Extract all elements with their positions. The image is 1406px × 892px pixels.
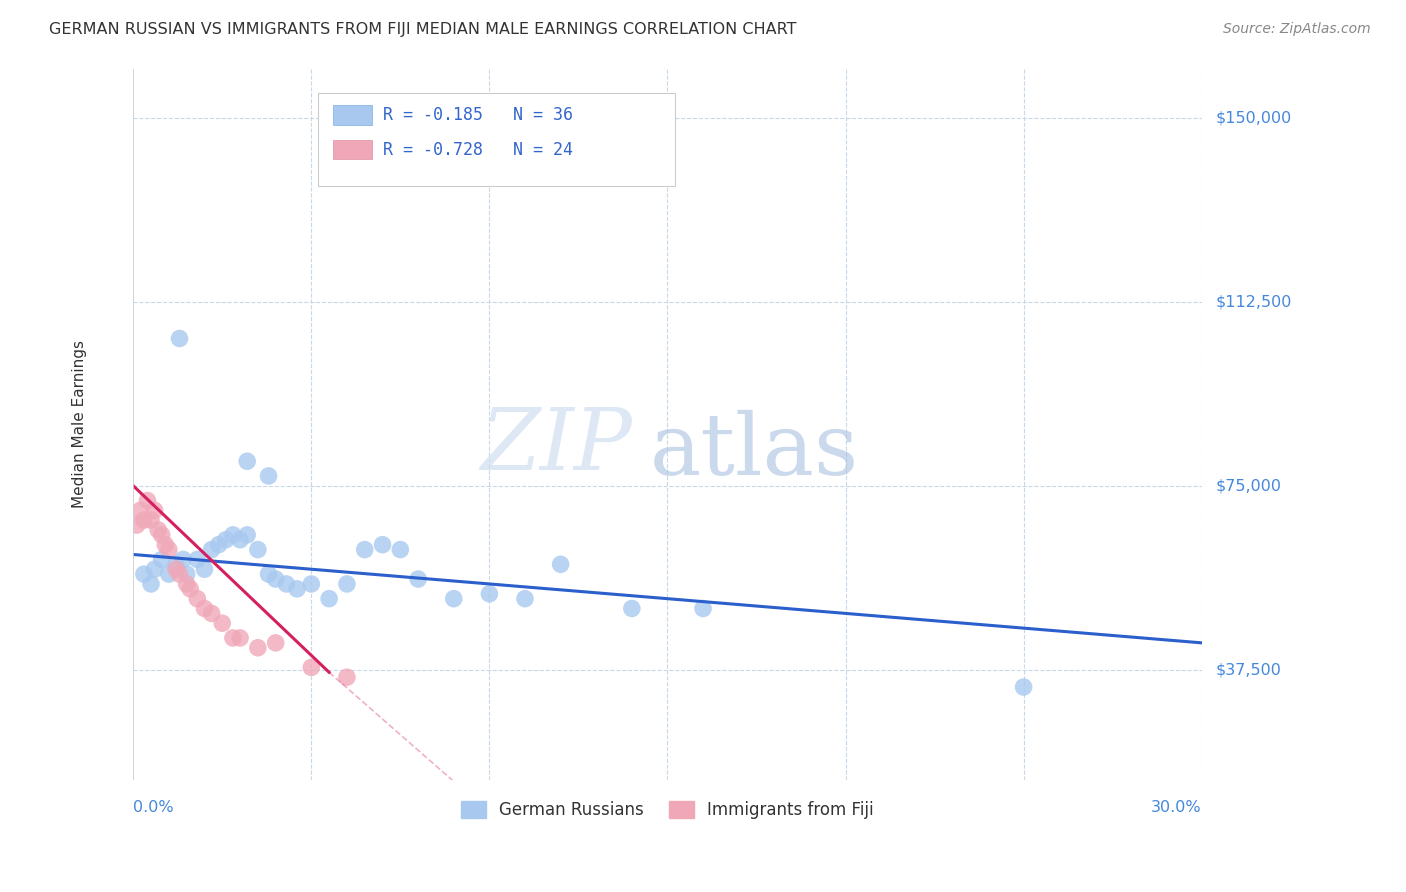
Point xyxy=(299,660,322,674)
Point xyxy=(1012,680,1035,694)
Point xyxy=(179,582,201,596)
Point xyxy=(371,538,394,552)
Point xyxy=(236,454,259,468)
Text: Median Male Earnings: Median Male Earnings xyxy=(72,341,87,508)
Point xyxy=(264,572,287,586)
Point xyxy=(125,518,148,533)
Point xyxy=(336,577,359,591)
Point xyxy=(257,567,280,582)
Point xyxy=(132,567,155,582)
Bar xyxy=(333,105,371,125)
Point xyxy=(186,552,208,566)
Text: GERMAN RUSSIAN VS IMMIGRANTS FROM FIJI MEDIAN MALE EARNINGS CORRELATION CHART: GERMAN RUSSIAN VS IMMIGRANTS FROM FIJI M… xyxy=(49,22,797,37)
Bar xyxy=(333,140,371,160)
Text: atlas: atlas xyxy=(650,409,859,493)
Point xyxy=(200,542,222,557)
Point xyxy=(139,577,162,591)
Point xyxy=(299,577,322,591)
Point xyxy=(318,591,340,606)
Point xyxy=(222,528,245,542)
Text: $112,500: $112,500 xyxy=(1216,294,1292,310)
Point xyxy=(143,562,166,576)
Point xyxy=(550,558,572,572)
Point xyxy=(215,533,238,547)
Text: $150,000: $150,000 xyxy=(1216,110,1292,125)
Point xyxy=(692,601,714,615)
Point xyxy=(165,558,187,572)
Point xyxy=(193,601,215,615)
Point xyxy=(150,552,173,566)
Point xyxy=(478,587,501,601)
Point xyxy=(157,542,180,557)
Text: R = -0.185   N = 36: R = -0.185 N = 36 xyxy=(382,106,572,124)
Text: ZIP: ZIP xyxy=(479,405,631,488)
Point xyxy=(229,533,252,547)
Point xyxy=(229,631,252,645)
Point xyxy=(246,640,269,655)
Point xyxy=(150,528,173,542)
Point xyxy=(285,582,308,596)
Point xyxy=(406,572,429,586)
Point xyxy=(132,513,155,527)
Point xyxy=(129,503,152,517)
Point xyxy=(513,591,536,606)
Point xyxy=(264,636,287,650)
Point xyxy=(443,591,465,606)
Point xyxy=(146,523,169,537)
Text: $75,000: $75,000 xyxy=(1216,478,1282,493)
Point xyxy=(236,528,259,542)
Point xyxy=(186,591,208,606)
Text: R = -0.728   N = 24: R = -0.728 N = 24 xyxy=(382,141,572,159)
Point xyxy=(169,567,191,582)
Point xyxy=(172,552,194,566)
Point xyxy=(139,513,162,527)
Point xyxy=(155,538,177,552)
Text: 0.0%: 0.0% xyxy=(134,800,174,815)
Legend: German Russians, Immigrants from Fiji: German Russians, Immigrants from Fiji xyxy=(454,794,880,825)
Text: $37,500: $37,500 xyxy=(1216,663,1282,677)
Point xyxy=(136,493,159,508)
Point xyxy=(246,542,269,557)
Point xyxy=(143,503,166,517)
Point xyxy=(276,577,298,591)
Point xyxy=(157,567,180,582)
Text: 30.0%: 30.0% xyxy=(1152,800,1202,815)
Point xyxy=(257,469,280,483)
Point xyxy=(176,567,198,582)
Point xyxy=(169,331,191,345)
Point xyxy=(620,601,643,615)
Point xyxy=(200,607,222,621)
Point xyxy=(336,670,359,684)
Point xyxy=(389,542,412,557)
Bar xyxy=(318,93,675,186)
Point xyxy=(193,562,215,576)
Point xyxy=(208,538,231,552)
Point xyxy=(176,577,198,591)
Text: Source: ZipAtlas.com: Source: ZipAtlas.com xyxy=(1223,22,1371,37)
Point xyxy=(222,631,245,645)
Point xyxy=(353,542,375,557)
Point xyxy=(165,562,187,576)
Point xyxy=(211,616,233,631)
